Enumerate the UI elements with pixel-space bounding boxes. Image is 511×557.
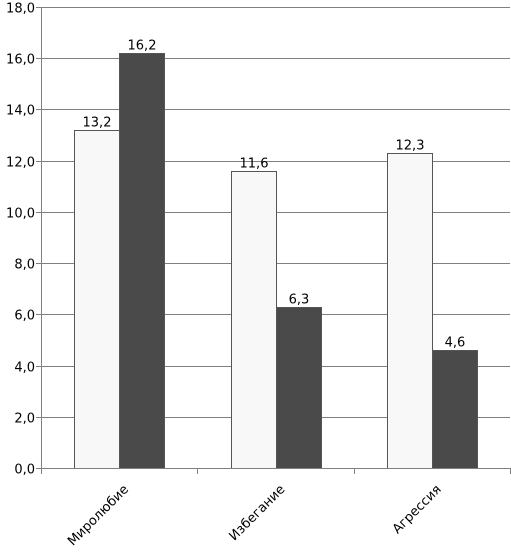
y-tick-label: 10,0 [6, 207, 35, 222]
axes [36, 7, 511, 474]
bar-s1-3 [387, 153, 433, 469]
y-tick-label: 16,0 [6, 53, 35, 68]
bar-s1-2 [231, 171, 277, 469]
y-tick-label: 2,0 [14, 412, 35, 427]
data-label: 13,2 [83, 116, 112, 131]
category-label: Избегание [227, 482, 289, 544]
y-tick-label: 4,0 [14, 361, 35, 376]
data-label: 16,2 [128, 39, 157, 54]
data-label: 11,6 [240, 157, 269, 172]
y-tick-label: 12,0 [6, 156, 35, 171]
y-tick-label: 6,0 [14, 309, 35, 324]
y-tick-label: 8,0 [14, 258, 35, 273]
bars [74, 53, 478, 469]
category-label: Миролюбие [65, 482, 132, 549]
bar-s2-1 [119, 53, 165, 469]
data-label: 6,3 [289, 293, 310, 308]
bar-s2-2 [276, 307, 322, 469]
bar-s1-1 [74, 130, 120, 469]
y-tick-label: 0,0 [14, 463, 35, 478]
data-label: 12,3 [396, 139, 425, 154]
bar-s2-3 [432, 350, 478, 469]
y-tick-label: 14,0 [6, 104, 35, 119]
category-label: Агрессия [390, 482, 445, 537]
data-label: 4,6 [445, 336, 466, 351]
y-tick-label: 18,0 [6, 2, 35, 17]
